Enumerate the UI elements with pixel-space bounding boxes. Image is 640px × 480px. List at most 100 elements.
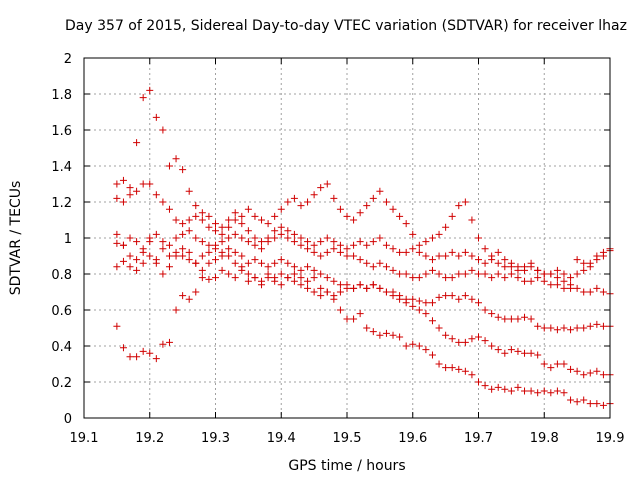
data-point [527,387,535,395]
data-point [330,194,338,202]
data-point [165,205,173,213]
y-tick-label: 1.2 [51,196,72,211]
data-point [514,263,522,271]
data-point [343,252,351,260]
data-point [599,288,607,296]
series-s4 [113,227,614,298]
data-point [185,187,193,195]
data-point [514,383,522,391]
data-point [501,315,509,323]
data-point [317,270,325,278]
data-point [198,252,206,260]
data-point [514,274,522,282]
data-point [553,281,561,289]
data-point [501,263,509,271]
data-point [422,310,430,318]
data-point [244,227,252,235]
data-point [238,234,246,242]
data-point [369,328,377,336]
data-point [284,198,292,206]
data-point [593,367,601,375]
data-point [179,220,187,228]
data-point [599,371,607,379]
data-point [146,234,154,242]
data-point [593,284,601,292]
data-point [297,241,305,249]
data-point [244,277,252,285]
data-point [448,274,456,282]
data-point [113,263,121,271]
data-point [448,248,456,256]
data-point [376,331,384,339]
data-point [534,266,542,274]
data-point [527,315,535,323]
data-point [297,274,305,282]
data-point [442,331,450,339]
data-point [389,245,397,253]
data-point [580,396,588,404]
data-point [225,216,233,224]
chart-title: Day 357 of 2015, Sidereal Day-to-day VTE… [65,18,627,34]
data-point [205,212,213,220]
data-point [422,346,430,354]
data-point [159,126,167,134]
data-point [310,266,318,274]
data-point [507,259,515,267]
data-point [231,216,239,224]
data-point [264,220,272,228]
data-point [560,360,568,368]
data-point [212,245,219,253]
data-point [205,223,213,231]
data-point [560,389,568,397]
data-point [310,288,318,296]
data-point [402,270,410,278]
data-point [376,284,384,292]
data-point [198,274,206,282]
data-point [461,292,469,300]
data-point [185,227,193,235]
data-point [547,364,555,372]
data-point [409,340,417,348]
data-point [521,313,529,321]
data-point [428,317,436,325]
data-point [198,209,206,217]
data-point [547,281,555,289]
data-point [304,277,312,285]
data-point [152,191,160,199]
data-point [382,329,390,337]
data-point [205,259,213,267]
data-point [179,292,187,300]
data-point [284,274,292,282]
data-point [323,248,331,256]
data-point [560,324,568,332]
data-point [369,238,377,246]
data-point [323,234,331,242]
data-point [409,295,417,303]
data-point [290,238,298,246]
data-point [514,347,522,355]
data-point [586,288,594,296]
data-point [172,252,180,260]
data-point [599,322,607,330]
data-point [159,270,167,278]
data-point [599,248,607,256]
data-point [494,383,502,391]
data-point [297,266,305,274]
data-point [573,256,581,264]
data-point [185,216,193,224]
data-point [179,245,187,253]
data-point [251,212,259,220]
data-point [363,284,371,292]
data-point [494,270,502,278]
data-point [455,252,463,260]
data-point [501,256,509,264]
data-point [152,230,160,238]
data-point [415,306,423,314]
data-point [172,155,180,163]
data-point [396,212,404,220]
data-point [389,331,397,339]
data-point [179,252,187,260]
data-point [402,295,410,303]
data-point [356,238,364,246]
data-point [323,274,331,282]
